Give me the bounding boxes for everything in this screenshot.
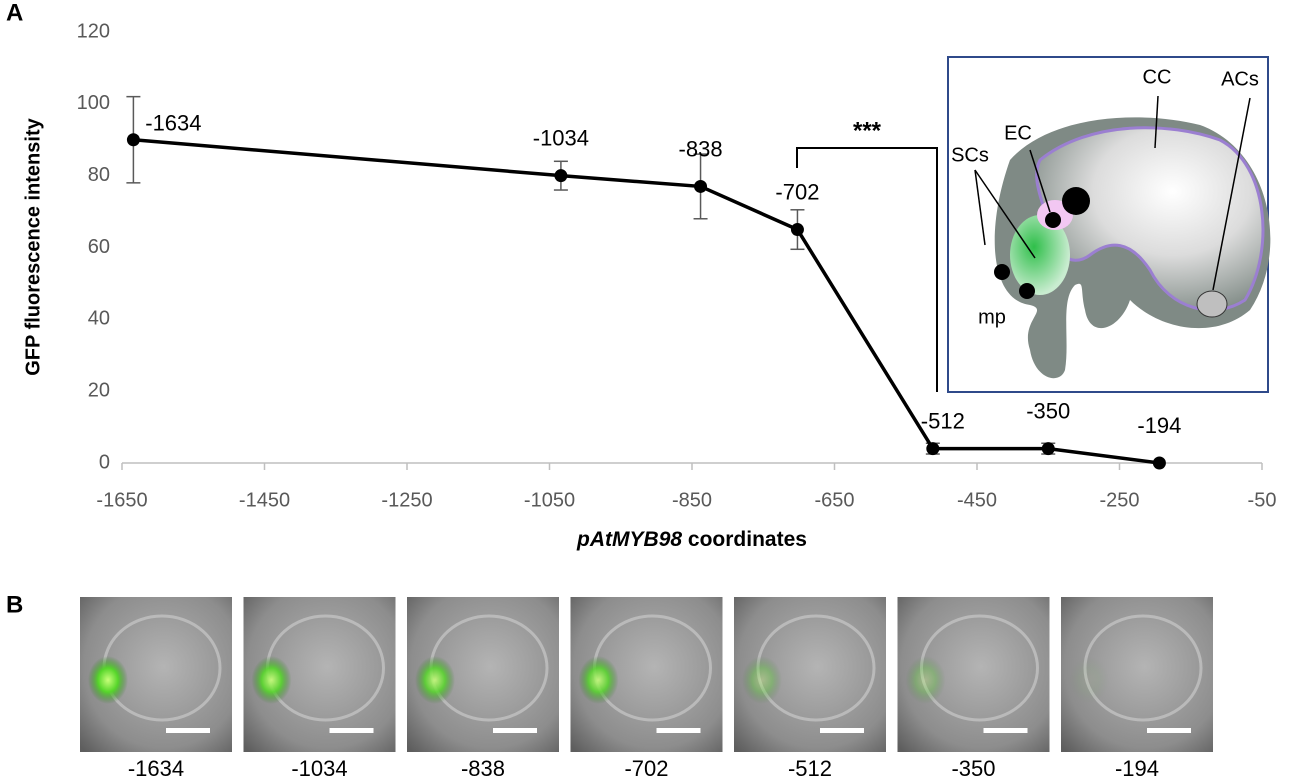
arrow [974,169,1036,259]
gfp-signal [415,656,455,704]
data-label: -702 [775,179,819,204]
x-tick-label: -1650 [96,489,147,511]
data-label: -194 [1137,413,1181,438]
gfp-signal [905,656,946,704]
micrograph-label: -194 [1115,756,1159,780]
panel-label: B [6,591,23,618]
arrow [1212,97,1251,291]
marker [1041,442,1055,456]
marker [926,442,940,456]
arrow [974,169,986,246]
data-label: -512 [921,408,965,433]
inset-diagram: CC EC SCs ACs mp [947,56,1271,393]
x-axis-label: pAtMYB98 coordinates [576,528,807,551]
x-tick-label: -1050 [524,489,575,511]
nucleus [994,264,1010,280]
marker [694,179,708,193]
y-tick-label: 100 [77,92,110,114]
scale-bar [329,728,374,733]
micrograph [1061,597,1213,752]
synergid-cells [1010,215,1070,295]
data-label: -838 [679,136,723,161]
x-tick-label: -250 [1099,489,1139,511]
inset-label: EC [1004,122,1032,144]
micrograph [243,597,396,752]
arrow [1154,95,1159,149]
x-tick-label: -50 [1248,489,1277,511]
x-tick-label: -450 [957,489,997,511]
data-label: -1634 [145,111,201,136]
gfp-signal [88,656,128,704]
micrograph-label: -702 [624,756,668,780]
scale-bar [656,728,701,733]
x-tick-label: -850 [672,489,712,511]
scale-bar [983,728,1028,733]
data-label: -350 [1026,398,1070,423]
scale-bar [820,728,864,733]
y-tick-label: 80 [88,164,110,186]
inset-label: CC [1143,66,1172,88]
scale-bar [493,728,537,733]
annotation: *** [853,117,882,144]
micrograph-label: -350 [951,756,995,780]
micrograph-label: -1034 [291,756,347,780]
inset-label: ACs [1221,68,1259,90]
micrograph [897,597,1050,752]
scale-bar [1147,728,1191,733]
gfp-signal [742,656,782,704]
nucleus [1045,212,1061,228]
panel-label: A [6,0,23,26]
significance-bracket [796,147,938,392]
micrograph-label: -1634 [128,756,184,780]
y-tick-label: 60 [88,236,110,258]
marker [554,169,568,183]
x-axis-label-italic: pAtMYB98 [576,528,682,551]
x-axis-label-text: coordinates [688,528,807,551]
marker [126,133,140,147]
gfp-signal [578,656,619,704]
arrow [1029,149,1051,213]
micrograph [734,597,886,752]
scale-bar [166,728,210,733]
marker [1152,456,1166,470]
data-label: -1034 [533,125,589,150]
marker [790,223,804,237]
nucleus [1019,283,1035,299]
x-tick-label: -1450 [239,489,290,511]
y-tick-label: 0 [99,451,110,473]
micrograph-label: -838 [461,756,505,780]
gfp-signal [251,656,292,704]
inset-label: mp [978,306,1006,328]
inset-label: SCs [951,144,989,166]
y-tick-label: 40 [88,308,110,330]
gfp-signal [1069,656,1109,704]
micrograph [407,597,559,752]
y-tick-label: 120 [77,20,110,42]
micrograph [570,597,723,752]
x-tick-label: -1250 [381,489,432,511]
micrograph-label: -512 [788,756,832,780]
nucleus [1062,187,1090,215]
antipodal-cells [1196,290,1228,318]
x-tick-label: -650 [814,489,854,511]
y-tick-label: 20 [88,379,110,401]
y-axis-label: GFP fluorescence intensity [22,117,44,375]
micrograph [80,597,232,752]
